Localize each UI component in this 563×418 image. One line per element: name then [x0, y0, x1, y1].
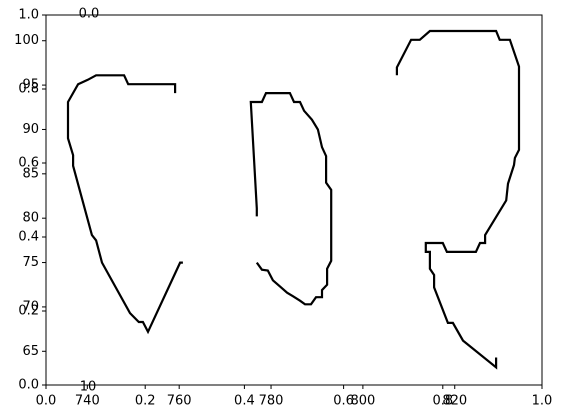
x-tick-label: 800 — [350, 394, 375, 409]
x-tick-label: 0.0 — [36, 394, 57, 409]
y-tick-label: 0.8 — [18, 82, 39, 97]
y-tick-label: 95 — [22, 78, 39, 93]
x-tick-label: 0.4 — [234, 394, 255, 409]
stray-label: 10 — [80, 380, 97, 395]
y-tick-label: 0.2 — [18, 304, 39, 319]
y-tick-label: 0.4 — [18, 230, 39, 245]
line — [66, 74, 183, 335]
y-tick-label: 75 — [22, 255, 39, 270]
axes-frame — [45, 14, 543, 386]
x-tick-label: 740 — [75, 394, 100, 409]
line — [395, 29, 521, 370]
x-tick-label: 820 — [442, 394, 467, 409]
x-tick-label: 0.2 — [135, 394, 156, 409]
y-tick-label: 100 — [14, 33, 39, 48]
y-tick-label: 85 — [22, 166, 39, 181]
x-tick-label: 780 — [259, 394, 284, 409]
y-tick-label: 1.0 — [18, 8, 39, 23]
y-tick-label: 0.6 — [18, 156, 39, 171]
y-tick-label: 65 — [22, 344, 39, 359]
stray-label: 0.0 — [79, 7, 100, 22]
x-tick-label: 760 — [167, 394, 192, 409]
x-tick-label: 0.8 — [432, 394, 453, 409]
line — [249, 92, 333, 306]
y-tick-label: 70 — [22, 299, 39, 314]
y-tick-label: 80 — [22, 211, 39, 226]
y-tick-label: 90 — [22, 122, 39, 137]
x-tick-label: 1.0 — [532, 394, 553, 409]
y-tick-label: 0.0 — [18, 378, 39, 393]
x-tick-label: 0.6 — [333, 394, 354, 409]
plot-area — [46, 15, 542, 385]
